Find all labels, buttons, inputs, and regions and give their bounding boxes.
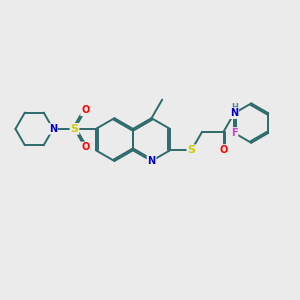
Text: N: N xyxy=(230,108,238,118)
Text: H: H xyxy=(231,103,238,112)
Text: O: O xyxy=(81,105,89,116)
Text: N: N xyxy=(49,124,57,134)
Text: S: S xyxy=(70,124,79,134)
Text: N: N xyxy=(147,156,155,166)
Text: S: S xyxy=(188,145,195,155)
Text: O: O xyxy=(219,145,228,155)
Text: O: O xyxy=(81,142,89,152)
Text: F: F xyxy=(231,128,238,138)
